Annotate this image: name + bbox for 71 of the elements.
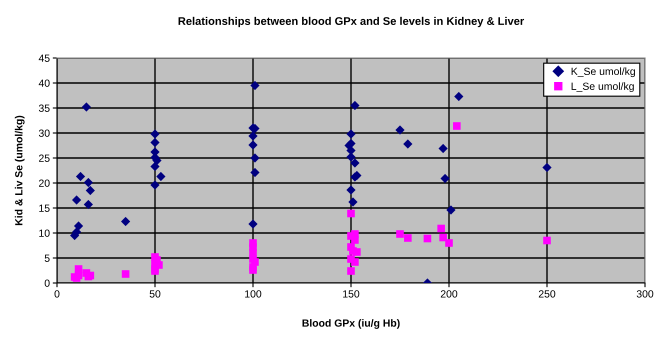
y-tick-label: 30 bbox=[38, 130, 50, 137]
point bbox=[74, 265, 82, 273]
x-tick-label: 100 bbox=[245, 290, 262, 298]
point bbox=[346, 146, 356, 156]
point bbox=[542, 162, 552, 172]
point bbox=[346, 129, 356, 139]
point bbox=[403, 139, 412, 149]
x-tick-label: 200 bbox=[440, 290, 458, 298]
point bbox=[438, 144, 448, 154]
point bbox=[351, 236, 359, 244]
chart-title: Relationships between blood GPx and Se levels in Kidney & Liver bbox=[178, 16, 524, 28]
point bbox=[446, 205, 456, 215]
y-tick-label: 0 bbox=[44, 280, 50, 287]
point bbox=[346, 185, 356, 195]
y-tick-label: 35 bbox=[38, 104, 50, 112]
point bbox=[250, 80, 260, 90]
point bbox=[84, 200, 93, 210]
point bbox=[395, 125, 405, 135]
point bbox=[347, 267, 355, 275]
point bbox=[150, 180, 160, 190]
y-tick-label: 20 bbox=[38, 180, 50, 187]
point bbox=[350, 158, 360, 168]
point bbox=[150, 129, 160, 139]
point bbox=[250, 153, 260, 163]
y-tick-label: 25 bbox=[38, 154, 50, 162]
y-axis-title: Kid & Liv Se (umol/kg) bbox=[14, 116, 25, 226]
point bbox=[347, 210, 355, 218]
y-tick-label: 10 bbox=[39, 230, 50, 237]
point bbox=[86, 186, 95, 196]
point bbox=[543, 236, 551, 244]
point bbox=[249, 266, 257, 274]
point bbox=[353, 248, 361, 256]
point bbox=[396, 230, 404, 238]
y-tick-label: 40 bbox=[38, 80, 50, 87]
point bbox=[84, 178, 93, 188]
point bbox=[150, 162, 160, 172]
point bbox=[440, 174, 450, 184]
y-tick-label: 45 bbox=[38, 54, 50, 62]
point bbox=[248, 219, 258, 229]
point bbox=[122, 270, 130, 278]
legend-label: K_Se umol/kg bbox=[572, 67, 635, 78]
point bbox=[248, 131, 258, 141]
point bbox=[120, 216, 130, 226]
y-tick-label: 5 bbox=[44, 254, 50, 262]
x-tick-label: 150 bbox=[343, 290, 360, 298]
point bbox=[439, 234, 447, 242]
point bbox=[72, 195, 82, 205]
x-tick-label: 250 bbox=[538, 290, 556, 298]
x-axis-title: Blood GPx (iu/g Hb) bbox=[302, 319, 400, 329]
point bbox=[156, 172, 166, 182]
point bbox=[248, 140, 258, 150]
point bbox=[348, 197, 358, 207]
point bbox=[82, 102, 92, 112]
point bbox=[76, 172, 86, 182]
point bbox=[437, 224, 445, 232]
y-tick-label: 15 bbox=[39, 204, 50, 212]
x-tick-label: 50 bbox=[150, 290, 160, 298]
point bbox=[351, 258, 359, 266]
point bbox=[445, 239, 453, 247]
point bbox=[74, 221, 84, 231]
point bbox=[250, 168, 260, 178]
legend-label: L_Se umol/kg bbox=[572, 82, 634, 92]
point bbox=[424, 234, 432, 242]
point bbox=[350, 100, 360, 110]
point bbox=[150, 138, 160, 148]
x-tick-label: 0 bbox=[54, 290, 60, 298]
point bbox=[404, 234, 412, 242]
x-tick-label: 300 bbox=[636, 290, 654, 298]
point bbox=[346, 152, 356, 162]
point bbox=[454, 92, 464, 102]
point bbox=[453, 122, 461, 130]
